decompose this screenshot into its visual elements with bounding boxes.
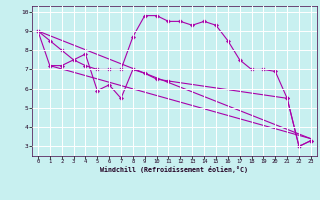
- X-axis label: Windchill (Refroidissement éolien,°C): Windchill (Refroidissement éolien,°C): [100, 166, 248, 173]
